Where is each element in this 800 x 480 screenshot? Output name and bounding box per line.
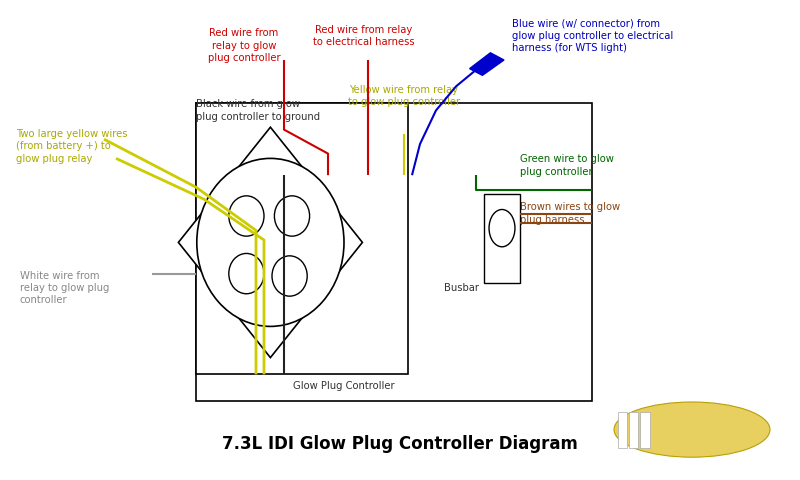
Bar — [640, 412, 650, 448]
Ellipse shape — [197, 158, 344, 326]
Text: Brown wires to glow
plug harness: Brown wires to glow plug harness — [520, 203, 620, 225]
Text: THE DIESEL OWNERS RESOURCE: THE DIESEL OWNERS RESOURCE — [651, 438, 741, 443]
Text: Two large yellow wires
(from battery +) to
glow plug relay: Two large yellow wires (from battery +) … — [16, 129, 127, 164]
Text: Red wire from relay
to electrical harness: Red wire from relay to electrical harnes… — [313, 25, 415, 47]
Ellipse shape — [274, 196, 310, 236]
Text: Blue wire (w/ connector) from
glow plug controller to electrical
harness (for WT: Blue wire (w/ connector) from glow plug … — [512, 19, 674, 53]
Text: Red wire from
relay to glow
plug controller: Red wire from relay to glow plug control… — [208, 28, 280, 63]
Ellipse shape — [229, 253, 264, 294]
Text: White wire from
relay to glow plug
controller: White wire from relay to glow plug contr… — [20, 271, 110, 305]
Text: Yellow wire from relay
to glow plug controller: Yellow wire from relay to glow plug cont… — [348, 85, 460, 107]
Ellipse shape — [229, 196, 264, 236]
Polygon shape — [470, 53, 504, 75]
Text: Busbar: Busbar — [444, 283, 479, 293]
Text: DIESEL HUB: DIESEL HUB — [657, 414, 735, 428]
Bar — [196, 103, 592, 401]
Text: Green wire to glow
plug controller: Green wire to glow plug controller — [520, 155, 614, 177]
Polygon shape — [178, 127, 362, 358]
Text: Glow Plug Controller: Glow Plug Controller — [293, 382, 395, 391]
Ellipse shape — [489, 209, 515, 247]
Text: Black wire from glow
plug controller to ground: Black wire from glow plug controller to … — [196, 99, 320, 121]
Text: Glow Plug Relay: Glow Plug Relay — [256, 257, 336, 266]
Ellipse shape — [272, 256, 307, 296]
Bar — [484, 194, 520, 283]
Ellipse shape — [614, 402, 770, 457]
Text: 7.3L IDI Glow Plug Controller Diagram: 7.3L IDI Glow Plug Controller Diagram — [222, 435, 578, 453]
Bar — [196, 103, 408, 374]
Bar — [629, 412, 638, 448]
Text: .com: .com — [746, 418, 763, 424]
Bar — [618, 412, 627, 448]
